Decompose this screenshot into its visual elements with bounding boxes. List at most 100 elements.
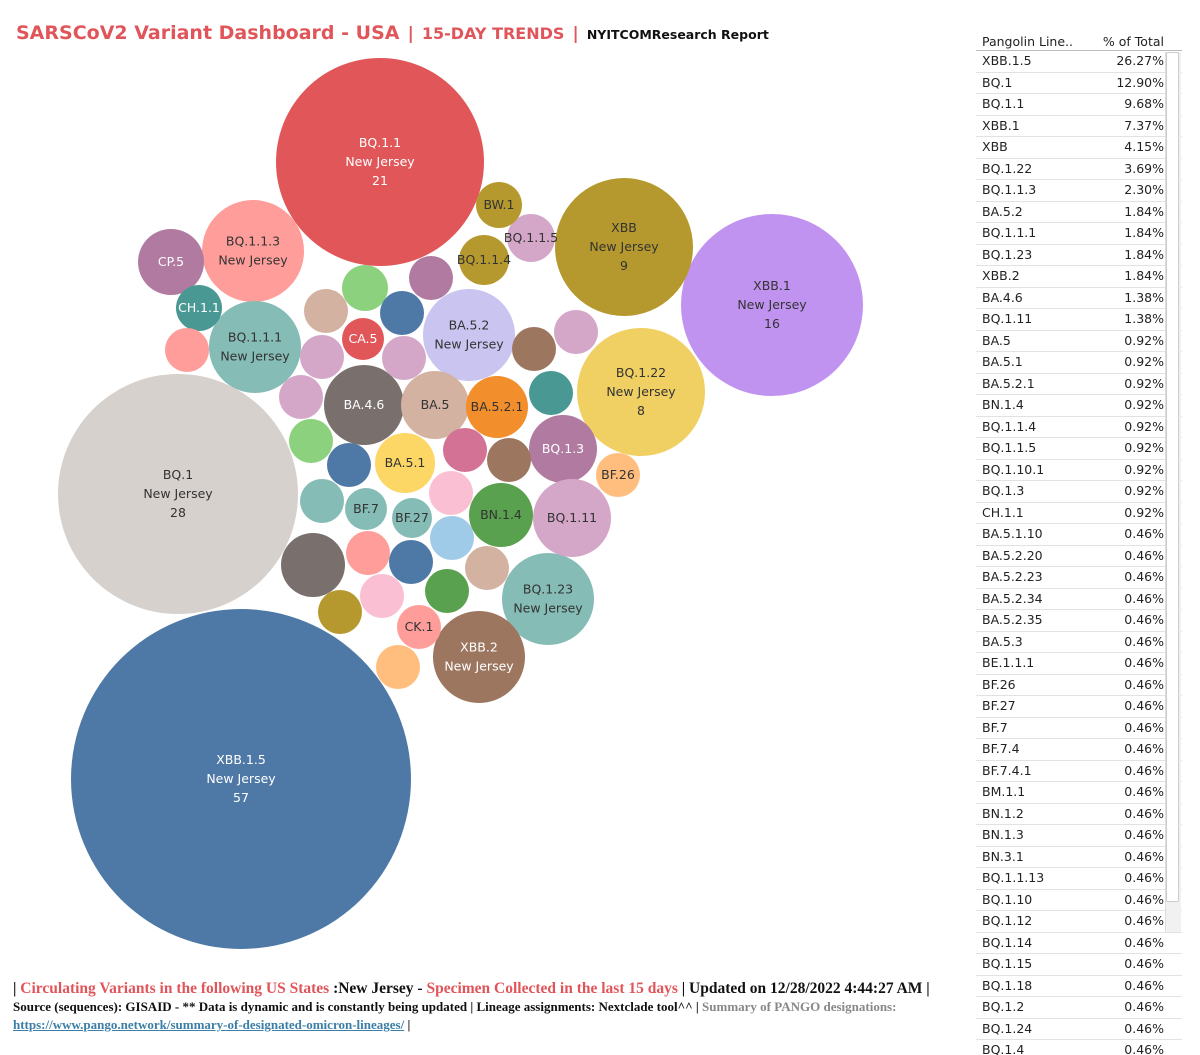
bubble-BQ-1-23[interactable] <box>502 553 594 645</box>
bubble-CK-1[interactable] <box>397 605 441 649</box>
bubble-BQ-1-3[interactable] <box>529 415 597 483</box>
table-row[interactable]: BA.5.2.1 0.92% <box>976 374 1182 395</box>
bubble-CP-5[interactable] <box>138 229 204 295</box>
bubble-unlabeled[interactable] <box>529 371 573 415</box>
table-row[interactable]: BA.5.1 0.92% <box>976 352 1182 374</box>
table-row[interactable]: BQ.1.18 0.46% <box>976 976 1182 997</box>
bubble-unlabeled[interactable] <box>429 471 473 515</box>
bubble-unlabeled[interactable] <box>382 336 426 380</box>
table-row[interactable]: BA.5.3 0.46% <box>976 632 1182 653</box>
scrollbar-thumb[interactable] <box>1166 52 1179 902</box>
table-row[interactable]: BA.5.2 1.84% <box>976 202 1182 223</box>
table-row[interactable]: BQ.1.24 0.46% <box>976 1019 1182 1040</box>
header-percent[interactable]: % of Total <box>1102 34 1164 49</box>
bubble-unlabeled[interactable] <box>430 516 474 560</box>
bubble-BQ-1-1-3[interactable] <box>202 200 304 302</box>
bubble-BN-1-4[interactable] <box>469 483 533 547</box>
table-row[interactable]: BQ.1.10 0.46% <box>976 890 1182 911</box>
table-row[interactable]: XBB.2 1.84% <box>976 266 1182 288</box>
table-row[interactable]: XBB.1.5 26.27% <box>976 51 1182 73</box>
table-row[interactable]: BF.7.4 0.46% <box>976 739 1182 761</box>
table-row[interactable]: BQ.1.12 0.46% <box>976 911 1182 933</box>
bubble-unlabeled[interactable] <box>346 531 390 575</box>
table-row[interactable]: XBB 4.15% <box>976 137 1182 159</box>
table-row[interactable]: BA.5 0.92% <box>976 331 1182 352</box>
table-row[interactable]: BA.5.2.35 0.46% <box>976 610 1182 632</box>
bubble-BW-1[interactable] <box>476 182 522 228</box>
bubble-BF-27[interactable] <box>392 498 432 538</box>
table-row[interactable]: BN.1.3 0.46% <box>976 825 1182 847</box>
table-row[interactable]: BQ.1.14 0.46% <box>976 933 1182 954</box>
table-row[interactable]: BA.4.6 1.38% <box>976 288 1182 309</box>
bubble-unlabeled[interactable] <box>327 443 371 487</box>
bubble-unlabeled[interactable] <box>443 428 487 472</box>
bubble-unlabeled[interactable] <box>389 540 433 584</box>
table-row[interactable]: BQ.1.1.4 0.92% <box>976 417 1182 438</box>
table-row[interactable]: BQ.1.2 0.46% <box>976 997 1182 1019</box>
bubble-BF-26[interactable] <box>596 453 640 497</box>
bubble-unlabeled[interactable] <box>360 574 404 618</box>
bubble-BA-5-2[interactable] <box>423 289 515 381</box>
bubble-BA-5-2-1[interactable] <box>466 376 528 438</box>
bubble-BQ-1-1-4[interactable] <box>459 235 509 285</box>
table-row[interactable]: BN.1.2 0.46% <box>976 804 1182 825</box>
table-row[interactable]: XBB.1 7.37% <box>976 116 1182 137</box>
bubble-unlabeled[interactable] <box>465 546 509 590</box>
bubble-BA-5[interactable] <box>401 371 469 439</box>
bubble-unlabeled[interactable] <box>300 479 344 523</box>
table-row[interactable]: BQ.1.15 0.46% <box>976 954 1182 976</box>
bubble-XBB-1[interactable] <box>681 214 863 396</box>
table-row[interactable]: BN.1.4 0.92% <box>976 395 1182 417</box>
table-row[interactable]: BQ.1.1.3 2.30% <box>976 180 1182 202</box>
bubble-XBB-1-5[interactable] <box>71 609 411 949</box>
bubble-unlabeled[interactable] <box>318 590 362 634</box>
bubble-XBB[interactable] <box>555 178 693 316</box>
bubble-unlabeled[interactable] <box>380 291 424 335</box>
table-row[interactable]: BA.5.2.20 0.46% <box>976 546 1182 567</box>
table-row[interactable]: BN.3.1 0.46% <box>976 847 1182 868</box>
bubble-unlabeled[interactable] <box>425 569 469 613</box>
table-row[interactable]: BA.5.1.10 0.46% <box>976 524 1182 546</box>
table-row[interactable]: BA.5.2.23 0.46% <box>976 567 1182 589</box>
bubble-unlabeled[interactable] <box>300 335 344 379</box>
bubble-BQ-1[interactable] <box>58 374 298 614</box>
table-row[interactable]: BQ.1.22 3.69% <box>976 159 1182 180</box>
table-row[interactable]: BQ.1.4 0.46% <box>976 1040 1182 1055</box>
table-row[interactable]: BF.27 0.46% <box>976 696 1182 718</box>
bubble-BQ-1-1-1[interactable] <box>209 301 301 393</box>
table-row[interactable]: CH.1.1 0.92% <box>976 503 1182 524</box>
bubble-BQ-1-22[interactable] <box>577 328 705 456</box>
bubble-BA-4-6[interactable] <box>324 365 404 445</box>
table-row[interactable]: BF.7.4.1 0.46% <box>976 761 1182 782</box>
bubble-unlabeled[interactable] <box>554 310 598 354</box>
bubble-CA-5[interactable] <box>342 318 384 360</box>
bubble-unlabeled[interactable] <box>376 645 420 689</box>
table-row[interactable]: BQ.1.10.1 0.92% <box>976 460 1182 481</box>
table-row[interactable]: BE.1.1.1 0.46% <box>976 653 1182 675</box>
bubble-unlabeled[interactable] <box>487 438 531 482</box>
bubble-BQ-1-1-5[interactable] <box>507 214 555 262</box>
bubble-BA-5-1[interactable] <box>375 433 435 493</box>
bubble-CH-1-1[interactable] <box>176 285 222 331</box>
table-row[interactable]: BQ.1.23 1.84% <box>976 245 1182 266</box>
bubble-unlabeled[interactable] <box>512 327 556 371</box>
bubble-XBB-2[interactable] <box>433 611 525 703</box>
header-lineage[interactable]: Pangolin Line.. <box>982 34 1073 49</box>
table-row[interactable]: BQ.1.1 9.68% <box>976 94 1182 116</box>
pango-link[interactable]: https://www.pango.network/summary-of-des… <box>13 1017 405 1032</box>
bubble-unlabeled[interactable] <box>165 328 209 372</box>
table-row[interactable]: BQ.1.1.1 1.84% <box>976 223 1182 245</box>
bubble-unlabeled[interactable] <box>409 256 453 300</box>
table-row[interactable]: BQ.1.1.13 0.46% <box>976 868 1182 890</box>
bubble-unlabeled[interactable] <box>289 419 333 463</box>
table-row[interactable]: BF.26 0.46% <box>976 675 1182 696</box>
bubble-BQ-1-1[interactable] <box>276 58 484 266</box>
bubble-unlabeled[interactable] <box>281 533 345 597</box>
table-row[interactable]: BM.1.1 0.46% <box>976 782 1182 804</box>
table-row[interactable]: BQ.1.11 1.38% <box>976 309 1182 331</box>
bubble-BQ-1-11[interactable] <box>533 479 611 557</box>
table-row[interactable]: BA.5.2.34 0.46% <box>976 589 1182 610</box>
table-row[interactable]: BQ.1.3 0.92% <box>976 481 1182 503</box>
table-row[interactable]: BF.7 0.46% <box>976 718 1182 739</box>
table-row[interactable]: BQ.1.1.5 0.92% <box>976 438 1182 460</box>
